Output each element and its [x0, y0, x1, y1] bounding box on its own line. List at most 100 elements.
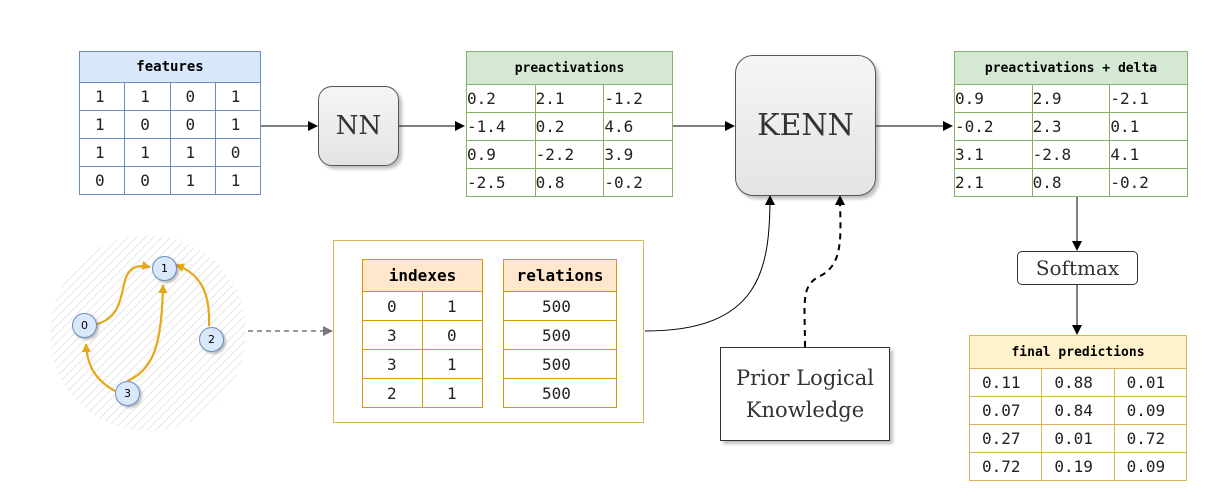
relations-cell: 500 [503, 320, 617, 350]
final-predictions-cell: 0.01 [1041, 424, 1115, 453]
table-row: -0.2 2.3 0.1 [954, 112, 1188, 141]
preactivations-delta-cell: 2.9 [1031, 84, 1111, 113]
table-row: 1 0 0 1 [78, 110, 262, 139]
preactivations-cell: -2.2 [534, 140, 605, 169]
indexes-cell: 0 [362, 291, 423, 321]
nn-box: NN [318, 86, 399, 166]
preactivations-cell: -0.2 [603, 168, 673, 197]
table-row: 2 1 [362, 378, 483, 408]
features-cell: 1 [169, 138, 216, 167]
relations-cell: 500 [503, 349, 617, 379]
preactivations-title: preactivations [466, 51, 673, 85]
features-cell: 0 [124, 110, 171, 139]
preactivations-delta-cell: 0.8 [1031, 168, 1111, 197]
table-row: -2.5 0.8 -0.2 [466, 168, 673, 197]
indexes-cell: 3 [362, 349, 423, 379]
kenn-box: KENN [735, 55, 876, 196]
relations-title: relations [503, 259, 617, 292]
features-cell: 0 [214, 138, 262, 167]
preactivations-cell: 2.1 [534, 84, 605, 113]
table-row: 3.1 -2.8 4.1 [954, 140, 1188, 169]
indexes-title: indexes [362, 259, 483, 292]
preactivations-delta-table: preactivations + delta 0.9 2.9 -2.1 -0.2… [954, 51, 1188, 197]
preactivations-cell: -1.4 [466, 112, 536, 141]
final-predictions-title: final predictions [969, 335, 1187, 369]
features-cell: 1 [214, 110, 262, 139]
final-predictions-cell: 0.09 [1113, 396, 1188, 425]
table-row: 500 [503, 378, 617, 408]
arrow-relations-to-kenn [644, 195, 775, 332]
features-title: features [79, 51, 261, 83]
relations-table: relations 500 500 500 500 [503, 259, 617, 408]
preactivations-cell: 0.9 [466, 140, 536, 169]
graph-illustration [50, 235, 246, 431]
preactivations-delta-cell: -2.1 [1109, 84, 1188, 113]
preactivations-cell: 0.8 [534, 168, 605, 197]
prior-knowledge-line1: Prior Logical [736, 366, 874, 390]
table-row: 0.2 2.1 -1.2 [466, 84, 673, 113]
preactivations-delta-cell: -0.2 [954, 112, 1033, 141]
prior-knowledge-line2: Knowledge [745, 398, 865, 422]
features-cell: 1 [169, 166, 216, 195]
table-row: 0.27 0.01 0.72 [968, 424, 1188, 453]
features-cell: 1 [78, 138, 126, 167]
preactivations-cell: -1.2 [603, 84, 673, 113]
graph-node-0: 0 [72, 313, 97, 338]
table-row: 0 1 [362, 291, 483, 321]
table-row: 500 [503, 320, 617, 350]
table-row: 2.1 0.8 -0.2 [954, 168, 1188, 197]
preactivations-delta-cell: 2.1 [954, 168, 1033, 197]
table-row: 0.72 0.19 0.09 [968, 452, 1188, 481]
table-row: 0.9 2.9 -2.1 [954, 84, 1188, 113]
indexes-cell: 1 [422, 349, 483, 379]
final-predictions-cell: 0.84 [1041, 396, 1115, 425]
final-predictions-cell: 0.09 [1113, 452, 1188, 481]
features-cell: 1 [214, 82, 262, 111]
features-table: features 1 1 0 1 1 0 0 1 1 1 1 0 0 0 1 1 [78, 51, 262, 195]
features-cell: 0 [169, 82, 216, 111]
preactivations-cell: 0.2 [534, 112, 605, 141]
graph-node-3: 3 [115, 381, 140, 406]
final-predictions-cell: 0.01 [1113, 368, 1188, 397]
prior-knowledge-box: Prior Logical Knowledge [720, 347, 890, 441]
graph-node-1: 1 [152, 256, 177, 281]
features-cell: 1 [78, 110, 126, 139]
preactivations-table: preactivations 0.2 2.1 -1.2 -1.4 0.2 4.6… [466, 51, 673, 197]
indexes-table: indexes 0 1 3 0 3 1 2 1 [362, 259, 483, 408]
final-predictions-cell: 0.11 [968, 368, 1043, 397]
final-predictions-table: final predictions 0.11 0.88 0.01 0.07 0.… [968, 335, 1188, 481]
arrow-prior-to-kenn [803, 195, 846, 348]
preactivations-delta-cell: 0.9 [954, 84, 1033, 113]
relations-cell: 500 [503, 378, 617, 408]
indexes-cell: 1 [422, 291, 483, 321]
preactivations-cell: 0.2 [466, 84, 536, 113]
final-predictions-cell: 0.07 [968, 396, 1043, 425]
final-predictions-cell: 0.88 [1041, 368, 1115, 397]
indexes-cell: 1 [422, 378, 483, 408]
features-cell: 0 [78, 166, 126, 195]
table-row: 0.11 0.88 0.01 [968, 368, 1188, 397]
table-row: -1.4 0.2 4.6 [466, 112, 673, 141]
features-cell: 0 [169, 110, 216, 139]
preactivations-delta-cell: 4.1 [1109, 140, 1188, 169]
preactivations-delta-cell: 0.1 [1109, 112, 1188, 141]
table-row: 500 [503, 291, 617, 321]
table-row: 0.07 0.84 0.09 [968, 396, 1188, 425]
final-predictions-cell: 0.72 [1113, 424, 1188, 453]
softmax-box: Softmax [1017, 251, 1138, 285]
table-row: 500 [503, 349, 617, 379]
relations-cell: 500 [503, 291, 617, 321]
preactivations-cell: -2.5 [466, 168, 536, 197]
indexes-cell: 3 [362, 320, 423, 350]
features-cell: 1 [214, 166, 262, 195]
final-predictions-cell: 0.19 [1041, 452, 1115, 481]
table-row: 0.9 -2.2 3.9 [466, 140, 673, 169]
preactivations-delta-cell: -2.8 [1031, 140, 1111, 169]
preactivations-cell: 3.9 [603, 140, 673, 169]
relational-data-container [333, 240, 644, 423]
final-predictions-cell: 0.72 [968, 452, 1043, 481]
table-row: 1 1 0 1 [78, 82, 262, 111]
indexes-cell: 2 [362, 378, 423, 408]
preactivations-delta-cell: 2.3 [1031, 112, 1111, 141]
